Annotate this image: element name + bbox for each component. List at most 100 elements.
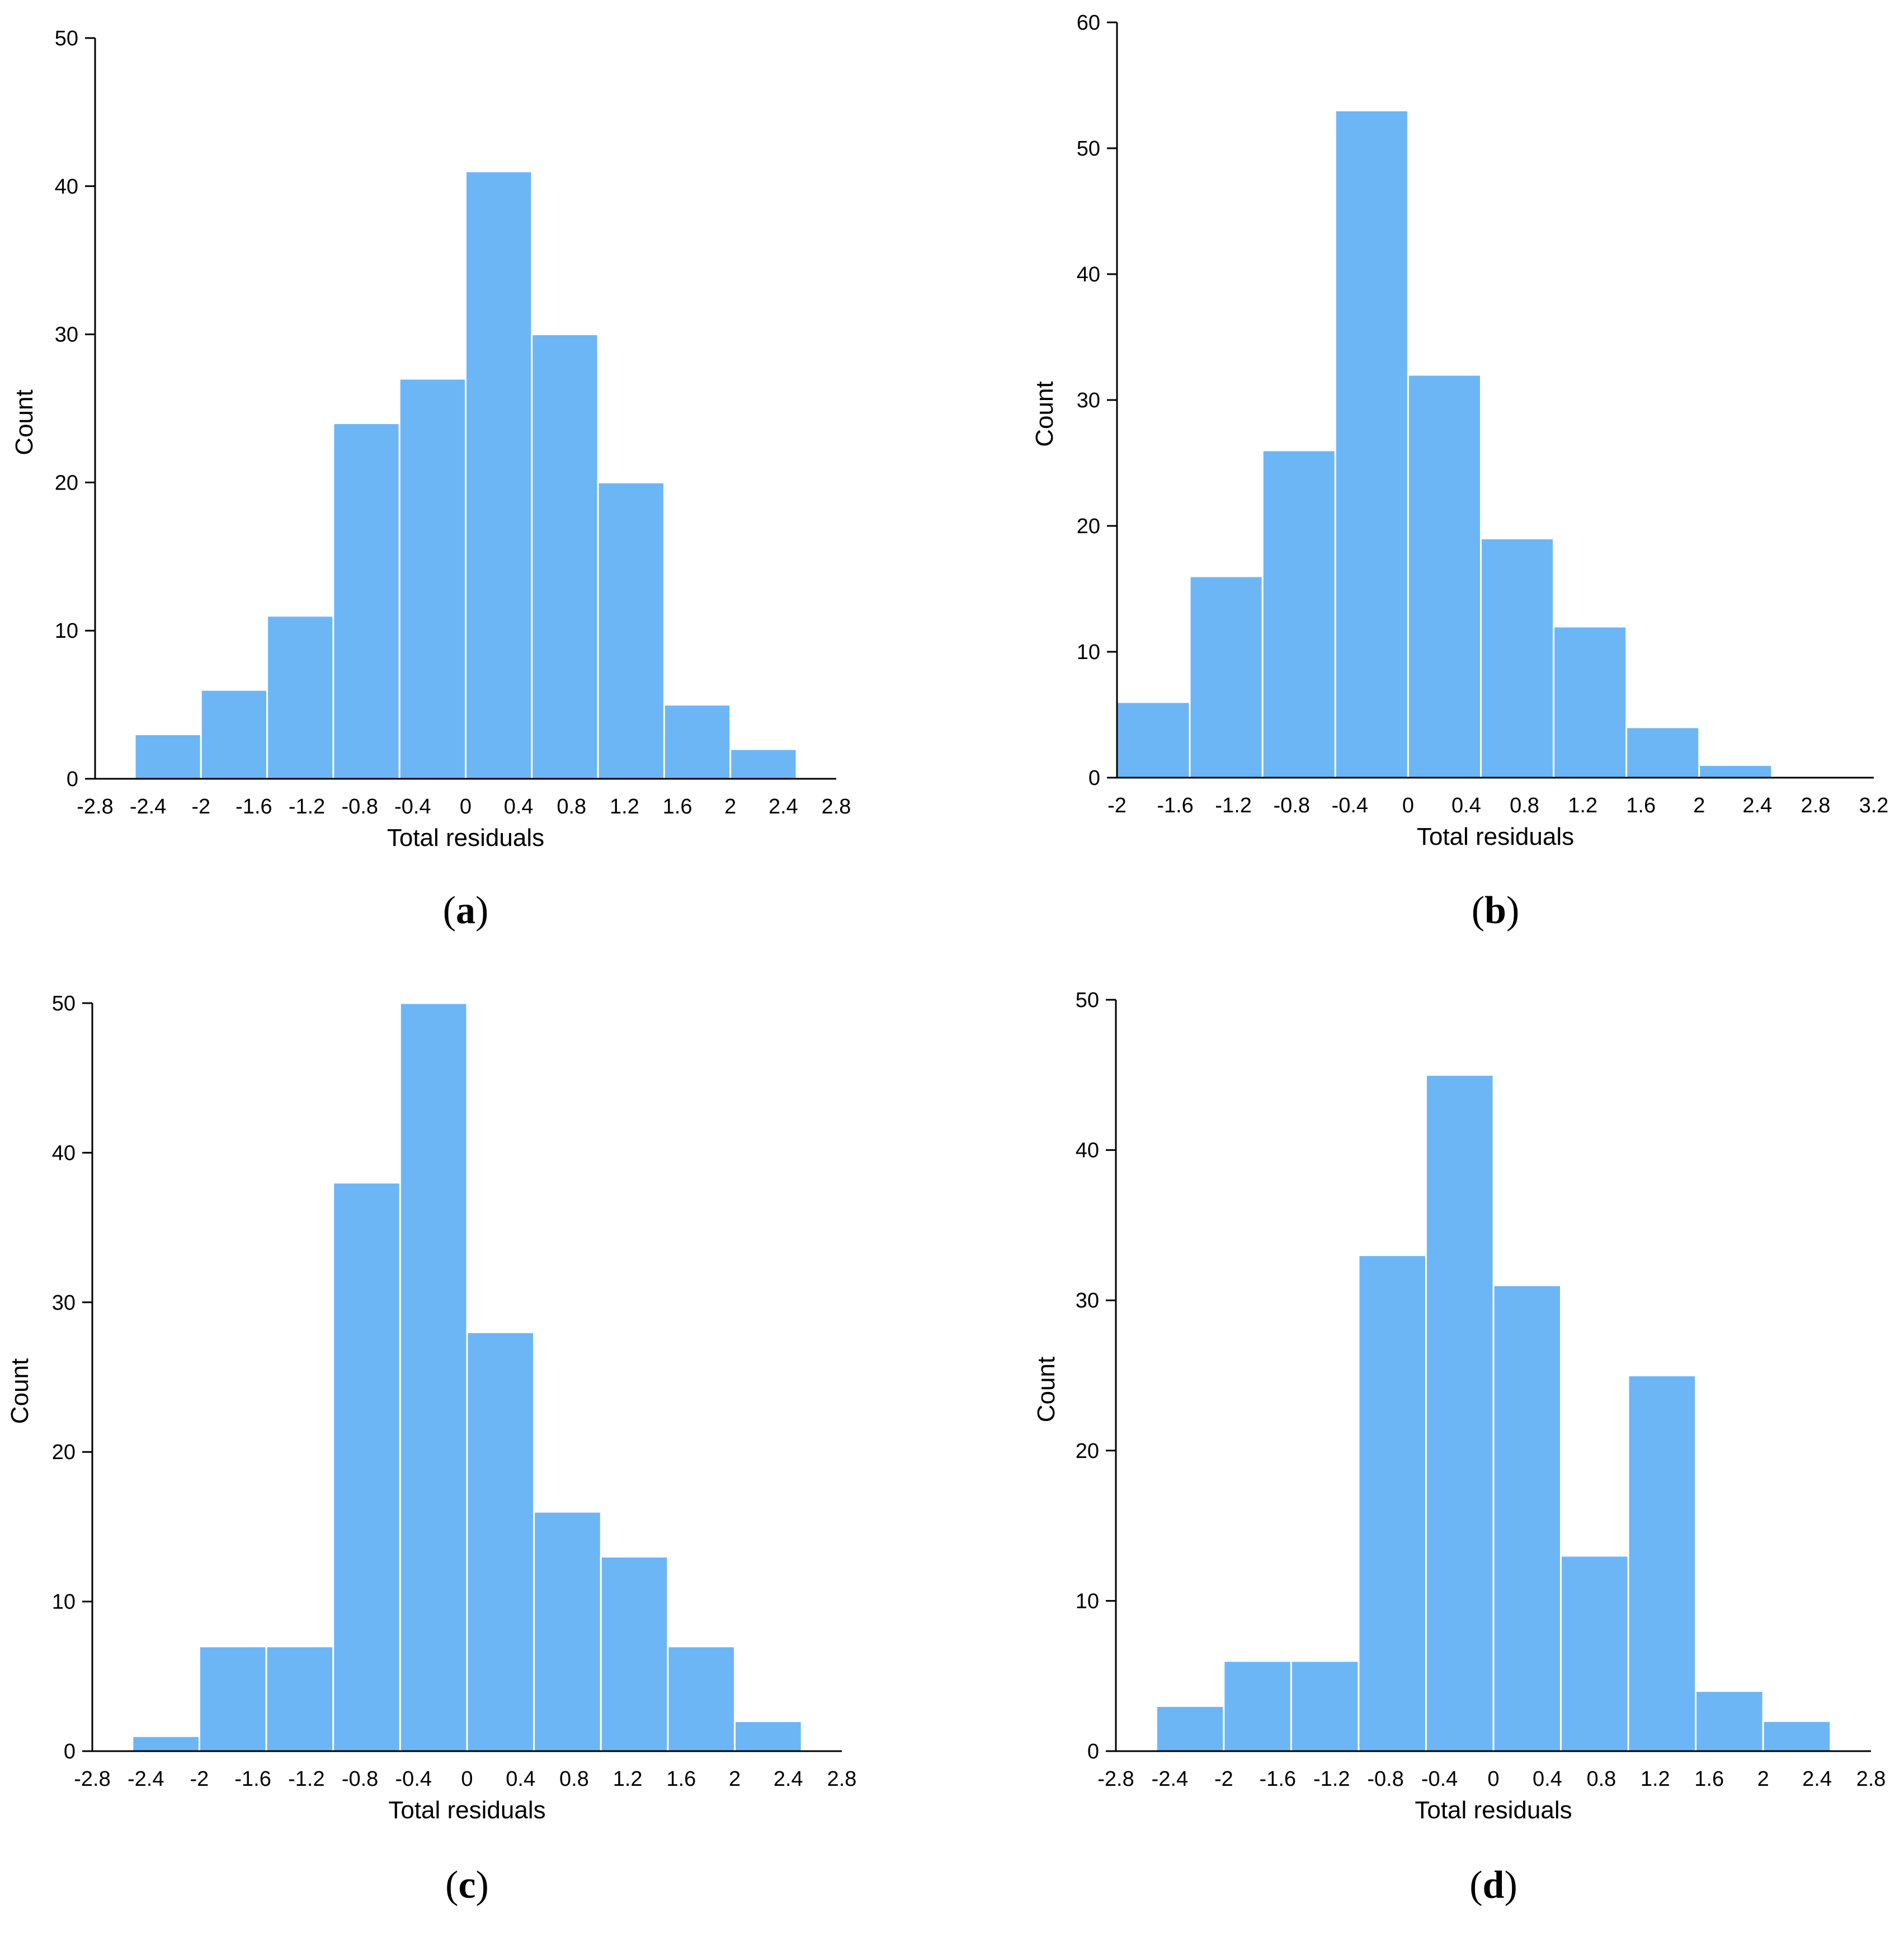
y-tick-label: 40 — [52, 1141, 76, 1165]
histogram-bar — [729, 748, 798, 780]
panel-label-letter: c — [458, 1864, 475, 1907]
y-tick-label: 50 — [1076, 989, 1099, 1012]
histogram-bar — [1627, 1375, 1697, 1752]
y-tick-label: 10 — [1077, 641, 1100, 664]
x-tick-label: -2 — [1107, 794, 1127, 817]
histogram-bar — [332, 1182, 401, 1752]
x-tick-label: -1.6 — [235, 795, 272, 819]
histogram-bar — [1290, 1660, 1360, 1752]
y-tick-label: 50 — [55, 27, 78, 50]
y-tick-label: 50 — [52, 992, 76, 1015]
x-tick-label: 2.8 — [822, 795, 851, 819]
x-tick-label: 0.4 — [504, 795, 534, 819]
x-tick-label: -1.2 — [289, 795, 325, 819]
x-tick-label: 2.8 — [827, 1767, 857, 1791]
y-tick-label: 0 — [1088, 766, 1100, 790]
panel-label-open-paren: ( — [1469, 1864, 1482, 1907]
histogram-bar — [1407, 374, 1482, 779]
y-tick-label: 0 — [64, 1740, 76, 1763]
y-axis-title: Count — [1033, 1357, 1060, 1422]
histogram-bar — [1358, 1254, 1427, 1752]
x-tick-label: -0.4 — [1332, 794, 1368, 817]
x-tick-label: -0.4 — [1421, 1767, 1458, 1791]
y-tick-label: 20 — [1077, 515, 1100, 538]
histogram-bar — [399, 1002, 468, 1752]
y-tick-label: 20 — [52, 1441, 76, 1464]
x-tick-label: -1.2 — [288, 1767, 324, 1791]
x-axis-title: Total residuals — [1415, 1796, 1572, 1824]
bars — [1116, 110, 1773, 779]
x-tick-label: 2 — [724, 795, 736, 819]
x-tick-label: 0 — [460, 795, 472, 819]
y-axis-title: Count — [11, 389, 38, 455]
x-tick-label: -2.8 — [74, 1767, 110, 1791]
x-tick-label: -0.8 — [1273, 794, 1309, 817]
x-tick-label: 0.8 — [1510, 794, 1539, 817]
panel-label: (c) — [445, 1864, 489, 1907]
y-tick-label: 50 — [1077, 137, 1100, 161]
x-tick-label: -2 — [190, 1767, 209, 1791]
y-tick-label: 30 — [1077, 389, 1100, 412]
y-tick-label: 30 — [55, 323, 78, 347]
x-tick-label: 1.2 — [1568, 794, 1597, 817]
x-tick-label: 1.6 — [1626, 794, 1656, 817]
panel-label-close-paren: ) — [476, 1864, 489, 1907]
y-tick-label: 0 — [1087, 1740, 1099, 1763]
x-tick-label: 2.4 — [769, 795, 798, 819]
x-axis-title: Total residuals — [1417, 823, 1574, 850]
histogram-panel-b: 0 10 20 30 40 50 60 -2 -1.6 -1.2 -0.8 -0.4 0 0.4 0.8 1.… — [1031, 11, 1888, 932]
histogram-bar — [200, 689, 268, 780]
x-tick-label: 0.4 — [1451, 794, 1481, 817]
x-tick-label: 2.4 — [1742, 794, 1772, 817]
x-tick-label: 1.6 — [666, 1767, 696, 1791]
x-tick-label: -1.6 — [1260, 1767, 1296, 1791]
x-tick-label: -0.8 — [342, 1767, 378, 1791]
panel-label: (b) — [1472, 889, 1520, 932]
x-axis-title: Total residuals — [387, 824, 544, 852]
histogram-bar — [1334, 110, 1409, 779]
y-tick-label: 20 — [55, 471, 78, 495]
y-axis-title: Count — [1031, 381, 1058, 446]
histogram-bar — [266, 615, 334, 780]
panel-label-close-paren: ) — [1504, 1864, 1517, 1907]
histogram-bar — [1261, 449, 1336, 779]
histogram-bar — [398, 378, 466, 780]
x-tick-label: 0.4 — [1533, 1767, 1562, 1791]
x-tick-label: 2.8 — [1856, 1767, 1886, 1791]
histogram-bar — [1492, 1284, 1562, 1752]
histogram-bar — [1560, 1555, 1629, 1752]
bars — [1155, 1074, 1832, 1752]
histogram-bar — [1155, 1705, 1225, 1752]
x-tick-label: 1.2 — [610, 795, 639, 819]
histogram-bar — [1695, 1690, 1764, 1752]
x-tick-label: 0 — [1487, 1767, 1499, 1791]
histogram-bar — [531, 333, 599, 780]
x-tick-label: 0.4 — [506, 1767, 535, 1791]
x-tick-label: 0 — [461, 1767, 473, 1791]
panel-label-letter: b — [1484, 889, 1506, 932]
x-tick-label: 1.6 — [663, 795, 692, 819]
y-tick-label: 0 — [67, 768, 78, 791]
y-tick-label: 40 — [55, 175, 78, 199]
histogram-panel-d: 0 10 20 30 40 50 -2.8 -2.4 -2 -1.6 -1.2 -0.8 -0.4 0 0.… — [1033, 989, 1886, 1907]
x-tick-label: -1.2 — [1313, 1767, 1350, 1791]
y-tick-label: 30 — [1076, 1289, 1099, 1313]
x-tick-label: -2.4 — [1152, 1767, 1188, 1791]
histogram-bar — [134, 733, 202, 780]
y-tick-label: 20 — [1076, 1440, 1099, 1463]
x-tick-label: -2 — [1214, 1767, 1233, 1791]
bars — [134, 170, 798, 780]
histogram-bar — [1625, 726, 1700, 779]
x-tick-label: -1.2 — [1215, 794, 1251, 817]
x-tick-label: -1.6 — [1157, 794, 1193, 817]
y-tick-label: 30 — [52, 1291, 76, 1315]
x-tick-label: -0.4 — [395, 1767, 432, 1791]
x-tick-label: -1.6 — [234, 1767, 271, 1791]
x-tick-label: -2 — [191, 795, 210, 819]
x-tick-label: 0.8 — [557, 795, 586, 819]
x-tick-label: 1.2 — [1641, 1767, 1670, 1791]
panel-label-open-paren: ( — [443, 889, 456, 932]
x-tick-label: 2 — [1693, 794, 1705, 817]
x-tick-label: -0.8 — [341, 795, 378, 819]
